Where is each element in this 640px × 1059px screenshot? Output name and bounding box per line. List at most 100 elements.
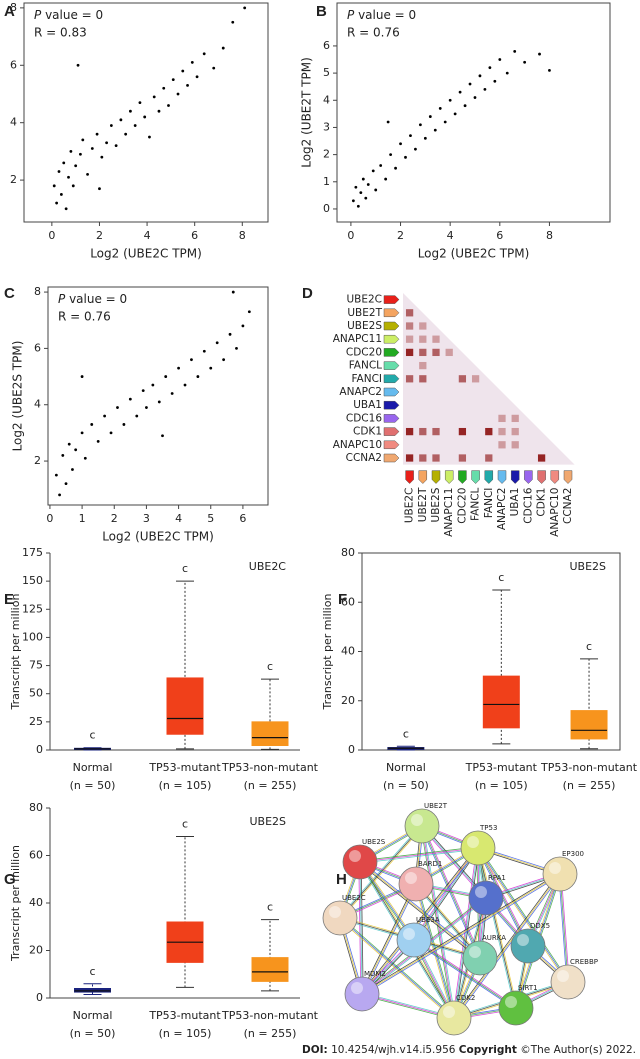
row-arrow <box>383 387 400 397</box>
significance-label: c <box>89 729 95 742</box>
heat-cell <box>432 454 440 462</box>
node-label: DDX5 <box>530 922 550 930</box>
doi-label: DOI: <box>302 1044 328 1056</box>
point <box>359 191 363 195</box>
node-highlight <box>329 906 341 918</box>
sample-size-label: (n = 255) <box>563 779 616 792</box>
x-tick-label: TP53-non-mutant <box>540 761 638 774</box>
edge <box>361 847 479 995</box>
node-label: AURKA <box>482 934 506 942</box>
y-tick-label: 4 <box>10 116 17 129</box>
sample-size-label: (n = 50) <box>383 779 429 792</box>
y-tick-label: 6 <box>323 39 330 52</box>
edge <box>338 918 454 1020</box>
point <box>202 349 206 353</box>
significance-label: c <box>267 901 273 914</box>
column-label: UBA1 <box>509 488 521 517</box>
point <box>71 184 75 188</box>
point <box>62 161 66 165</box>
panel-letter: F <box>338 591 347 608</box>
point <box>143 115 147 119</box>
point <box>181 69 185 73</box>
edge <box>452 873 560 1018</box>
row-label: ANAPC2 <box>339 386 382 398</box>
footer: DOI: 10.4254/wjh.v14.i5.956 Copyright ©T… <box>302 1044 636 1056</box>
row-arrow <box>383 295 400 304</box>
point <box>86 172 89 176</box>
edge <box>453 847 479 1019</box>
y-tick-label: 0 <box>348 743 355 756</box>
row-label: ANAPC10 <box>333 439 382 451</box>
row-label: UBE2S <box>347 320 382 332</box>
heat-cell <box>511 441 519 449</box>
edge <box>360 847 478 994</box>
annotation-italic: P <box>34 8 42 22</box>
heat-cell <box>445 348 453 357</box>
r-label: R = 0.76 <box>58 310 111 324</box>
node <box>436 1000 472 1036</box>
y-tick-label: 60 <box>341 595 355 608</box>
point <box>122 423 126 426</box>
point <box>114 144 118 148</box>
x-axis-label: Log2 (UBE2C TPM) <box>102 530 214 544</box>
node <box>396 922 432 958</box>
x-tick-label: TP53-non-mutant <box>221 1009 319 1022</box>
column-arrow <box>458 470 467 484</box>
point <box>157 400 161 404</box>
edge <box>476 848 516 1009</box>
point <box>190 61 194 64</box>
column-arrow <box>471 470 480 484</box>
point <box>54 473 58 477</box>
y-tick-label: 20 <box>29 944 43 957</box>
point <box>371 169 375 173</box>
y-tick-label: 20 <box>341 694 355 707</box>
point <box>366 183 370 186</box>
point <box>399 142 402 146</box>
annotation: P value = 0 <box>58 292 127 306</box>
node-label: CREBBP <box>570 958 598 966</box>
edge <box>454 874 562 1019</box>
copyright: ©The Author(s) 2022. <box>520 1044 636 1056</box>
point <box>386 120 390 124</box>
point <box>202 52 206 56</box>
x-tick-label: 6 <box>239 512 246 525</box>
edge <box>359 861 481 959</box>
point <box>428 115 432 118</box>
row-arrow <box>383 440 400 450</box>
x-tick-label: Normal <box>73 1009 113 1022</box>
point <box>423 136 427 140</box>
heat-cell <box>419 322 427 330</box>
node-label: UBE2T <box>424 802 448 810</box>
edge <box>361 872 560 994</box>
node <box>542 856 578 892</box>
point <box>468 82 472 86</box>
plot-frame <box>47 286 269 506</box>
y-tick-label: 60 <box>29 849 43 862</box>
x-tick-label: TP53-mutant <box>148 1009 221 1022</box>
edge <box>477 847 569 983</box>
point <box>473 96 477 99</box>
plot-frame <box>23 2 269 223</box>
sample-size-label: (n = 105) <box>159 1027 212 1040</box>
node-highlight <box>351 982 363 994</box>
panel-letter: D <box>302 285 313 302</box>
x-tick-label: 0 <box>46 512 53 525</box>
point <box>161 434 164 438</box>
y-tick-label: 150 <box>22 574 43 587</box>
node-label: MDM2 <box>364 970 386 978</box>
x-tick-label: 8 <box>239 229 246 242</box>
point <box>356 204 360 208</box>
heat-cell <box>537 454 546 462</box>
row-label: UBE2C <box>346 294 382 306</box>
node-label: UBE2C <box>342 894 366 902</box>
point <box>241 324 245 328</box>
x-tick-label: Normal <box>386 761 426 774</box>
node <box>344 976 380 1012</box>
y-tick-label: 50 <box>29 687 43 700</box>
point <box>458 90 462 94</box>
column-label: CDC16 <box>522 487 534 523</box>
column-label: ANAPC2 <box>496 488 508 531</box>
point <box>74 448 78 452</box>
y-tick-label: 8 <box>10 1 17 14</box>
node <box>462 940 498 976</box>
